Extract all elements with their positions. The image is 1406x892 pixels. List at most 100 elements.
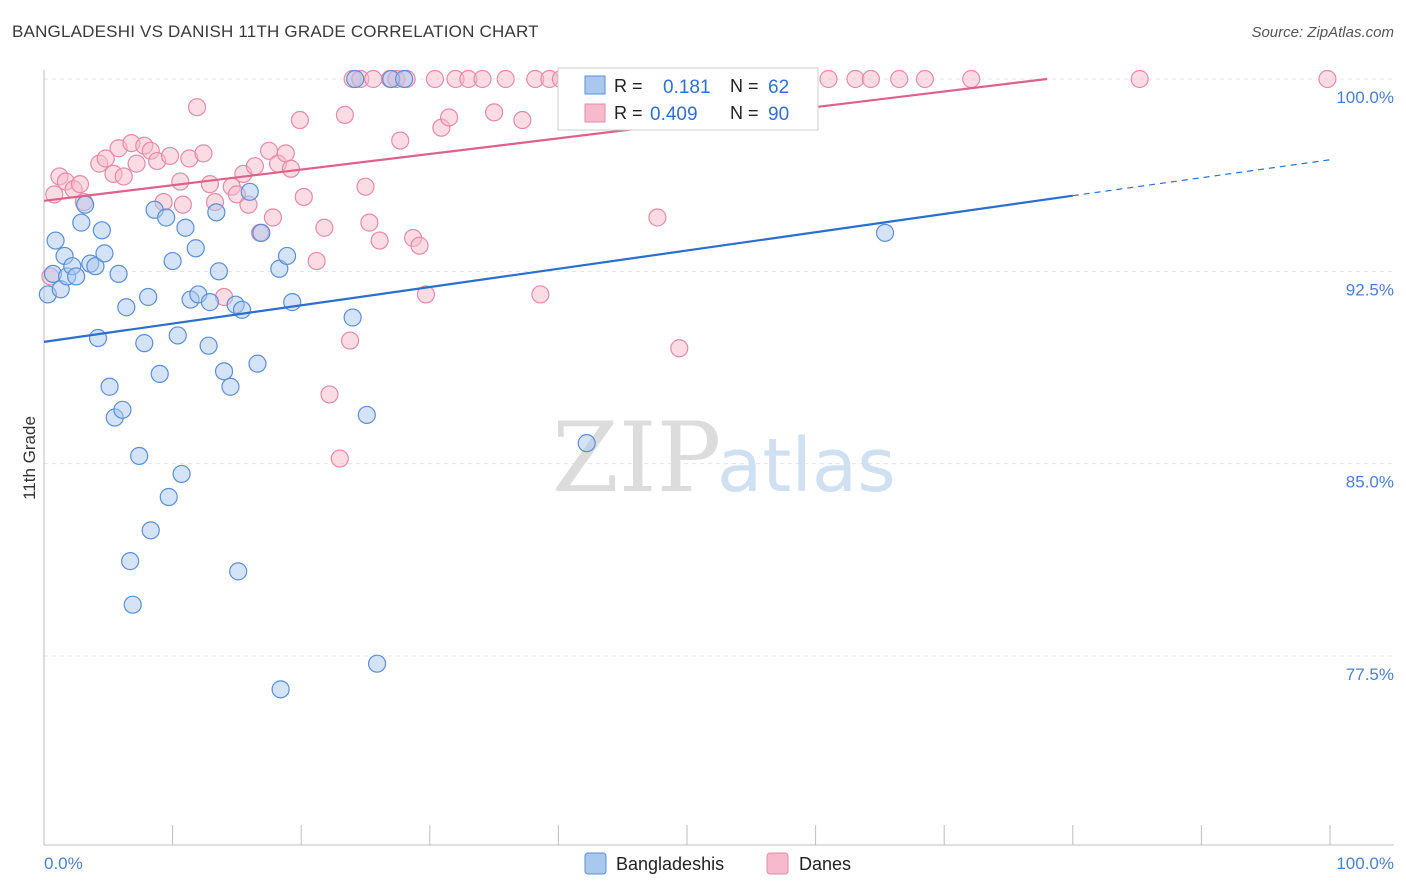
y-tick-label: 100.0% — [1336, 88, 1394, 107]
point-danes — [290, 110, 310, 130]
point-bangladeshi — [76, 195, 95, 214]
point-danes — [263, 208, 283, 227]
watermark: ZIP atlas — [552, 402, 896, 514]
point-danes — [187, 98, 207, 117]
point-danes — [360, 213, 379, 232]
point-bangladeshi — [229, 562, 248, 581]
legend-n-label-2: N = — [730, 103, 759, 123]
point-bangladeshi — [172, 464, 191, 484]
series-bangladeshi — [38, 69, 895, 699]
point-bangladeshi — [199, 336, 218, 355]
point-danes — [127, 154, 146, 173]
point-bangladeshi — [214, 362, 234, 381]
trend-line-extension-bangladeshi — [1072, 159, 1331, 197]
legend-n-label-1: N = — [730, 76, 759, 96]
point-bangladeshi — [72, 213, 91, 232]
point-danes — [513, 110, 532, 130]
point-danes — [281, 159, 301, 178]
point-bangladeshi — [67, 267, 86, 286]
point-danes — [96, 149, 115, 168]
chart-source: Source: ZipAtlas.com — [1251, 24, 1394, 41]
point-danes — [320, 385, 339, 404]
point-danes — [496, 69, 515, 89]
point-bangladeshi — [109, 264, 128, 283]
point-danes — [890, 69, 909, 89]
bottom-legend-label-bangladeshis: Bangladeshis — [616, 854, 724, 874]
x-tick-label-min: 0.0% — [44, 854, 83, 873]
y-tick-label: 77.5% — [1346, 665, 1394, 684]
point-bangladeshi — [135, 334, 154, 353]
point-danes — [439, 108, 459, 127]
point-danes — [915, 69, 935, 89]
point-bangladeshi — [271, 680, 290, 699]
point-danes — [315, 218, 334, 237]
point-bangladeshi — [150, 364, 169, 384]
point-bangladeshi — [92, 221, 111, 240]
point-bangladeshi — [248, 354, 267, 373]
trend-line-danes — [43, 77, 1048, 202]
trend-line-bangladeshi — [43, 194, 1073, 343]
point-bangladeshi — [209, 262, 228, 281]
point-danes — [846, 69, 865, 89]
point-bangladeshi — [577, 434, 596, 453]
legend-n-value-1: 62 — [768, 77, 789, 98]
point-bangladeshi — [130, 446, 149, 466]
point-bangladeshi — [875, 223, 895, 242]
point-danes — [648, 208, 667, 227]
point-danes — [485, 103, 504, 122]
point-danes — [531, 285, 550, 304]
point-danes — [670, 339, 689, 358]
point-bangladeshi — [200, 293, 219, 312]
point-bangladeshi — [343, 308, 362, 327]
y-axis-label: 11th Grade — [20, 416, 39, 500]
legend-r-label-2: R = — [614, 103, 643, 123]
point-danes — [307, 251, 326, 271]
point-bangladeshi — [117, 298, 136, 317]
bottom-legend-swatch-danes — [766, 852, 789, 875]
x-ticks — [43, 825, 1331, 845]
bottom-legend: Bangladeshis Danes — [584, 852, 851, 875]
point-bangladeshi — [357, 405, 376, 425]
point-bangladeshi — [277, 246, 297, 266]
point-danes — [391, 131, 410, 150]
point-danes — [356, 177, 375, 196]
watermark-atlas: atlas — [717, 423, 896, 509]
point-danes — [416, 285, 436, 304]
point-bangladeshi — [141, 521, 160, 540]
point-danes — [861, 69, 880, 89]
point-danes — [410, 236, 429, 255]
point-bangladeshi — [168, 326, 187, 345]
point-bangladeshi — [88, 328, 108, 348]
point-danes — [364, 69, 383, 89]
point-danes — [1318, 69, 1337, 89]
point-danes — [200, 175, 219, 194]
point-danes — [173, 195, 192, 214]
bottom-legend-swatch-bangladeshis — [584, 852, 607, 875]
legend-r-label-1: R = — [614, 76, 643, 96]
stats-legend: R = 0.181 N = 62 R = 0.409 N = 90 — [557, 67, 819, 131]
y-tick-label: 85.0% — [1346, 473, 1394, 492]
point-bangladeshi — [346, 69, 365, 89]
point-bangladeshi — [207, 203, 226, 222]
point-bangladeshi — [367, 654, 387, 673]
point-danes — [335, 105, 355, 125]
point-danes — [294, 187, 313, 207]
point-bangladeshi — [100, 377, 119, 396]
point-bangladeshi — [240, 182, 259, 201]
legend-swatch-danes — [584, 103, 606, 123]
point-danes — [330, 449, 349, 468]
point-danes — [160, 146, 180, 166]
point-bangladeshi — [221, 377, 240, 396]
point-danes — [171, 172, 190, 191]
series-layer — [38, 69, 1337, 699]
point-bangladeshi — [95, 244, 114, 263]
watermark-zip: ZIP — [552, 402, 721, 514]
point-bangladeshi — [394, 69, 414, 89]
point-bangladeshi — [159, 487, 178, 507]
bottom-legend-label-danes: Danes — [799, 854, 851, 874]
point-bangladeshi — [86, 257, 105, 276]
point-bangladeshi — [186, 239, 205, 258]
point-danes — [340, 331, 360, 350]
point-danes — [1130, 69, 1149, 89]
